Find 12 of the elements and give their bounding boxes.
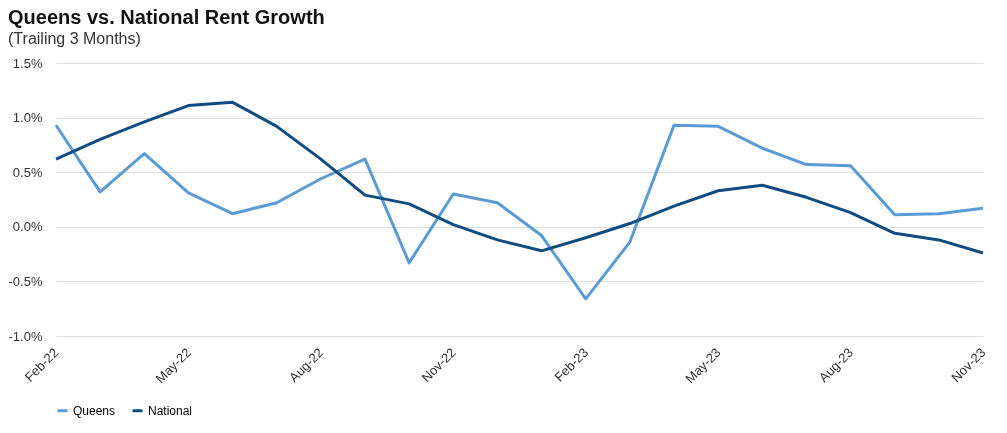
legend-label: National <box>148 403 193 418</box>
legend-label: Queens <box>73 403 116 418</box>
y-tick-label: 1.0% <box>12 110 43 126</box>
y-tick-label: 0.0% <box>12 219 43 235</box>
chart-title: Queens vs. National Rent Growth <box>8 6 325 28</box>
line-series <box>54 123 985 301</box>
y-tick-label: 0.5% <box>12 164 43 180</box>
y-tick-label: -0.5% <box>8 273 43 289</box>
chart-subtitle: (Trailing 3 Months) <box>8 30 141 47</box>
y-tick-label: -1.0% <box>8 328 43 344</box>
y-tick-label: 1.5% <box>12 55 43 71</box>
line-series <box>54 100 985 255</box>
